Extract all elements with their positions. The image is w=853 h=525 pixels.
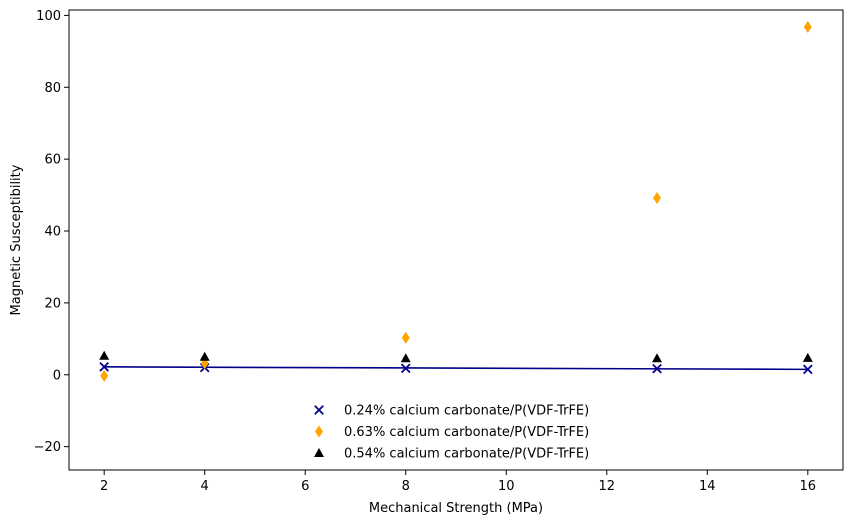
data-point [802, 352, 813, 362]
marker-stroke [400, 363, 411, 374]
data-point [653, 191, 662, 204]
x-tick-label: 2 [100, 479, 108, 494]
marker-stroke [802, 364, 813, 375]
data-point [100, 369, 109, 382]
x-tick-label: 16 [800, 479, 817, 494]
y-axis-label: Magnetic Susceptibility [9, 164, 24, 315]
y-tick-label: 100 [36, 9, 61, 24]
x-tick-label: 12 [599, 479, 616, 494]
x-tick-label: 4 [201, 479, 209, 494]
legend: 0.24% calcium carbonate/P(VDF-TrFE) 0.63%… [314, 404, 589, 462]
legend-label: 0.63% calcium carbonate/P(VDF-TrFE) [344, 425, 589, 440]
series-3 [99, 350, 813, 363]
data-point [400, 353, 411, 363]
legend-entry: 0.54% calcium carbonate/P(VDF-TrFE) [314, 447, 589, 462]
data-point [99, 362, 110, 372]
legend-label: 0.54% calcium carbonate/P(VDF-TrFE) [344, 447, 589, 462]
data-point [99, 350, 110, 360]
legend-entry: 0.63% calcium carbonate/P(VDF-TrFE) [315, 425, 589, 440]
data-point [400, 363, 411, 374]
data-point [401, 331, 410, 344]
marker-stroke [314, 405, 324, 415]
legend-marker [315, 425, 323, 438]
legend-marker [314, 405, 324, 415]
axes-frame [68, 9, 844, 471]
x-tick-label: 10 [498, 479, 515, 494]
data-point [803, 20, 812, 33]
data-point [652, 353, 663, 363]
y-tick-label: 0 [53, 368, 61, 383]
series-2 [100, 20, 812, 382]
y-tick-label: 60 [44, 153, 61, 168]
x-tick-label: 6 [301, 479, 309, 494]
plot-area [99, 20, 813, 382]
y-tick-label: 40 [44, 225, 61, 240]
x-tick-label: 14 [699, 479, 716, 494]
data-point [802, 364, 813, 375]
x-axis-label: Mechanical Strength (MPa) [369, 501, 543, 516]
y-tick-label: 20 [44, 296, 61, 311]
legend-marker [314, 448, 324, 457]
data-point [199, 351, 210, 361]
data-point [652, 363, 662, 374]
y-tick-label: 80 [44, 81, 61, 96]
legend-label: 0.24% calcium carbonate/P(VDF-TrFE) [344, 404, 589, 419]
axes: 2 4 6 8 10 12 14 16 −20 0 20 40 60 80 100 [34, 9, 844, 494]
legend-entry: 0.24% calcium carbonate/P(VDF-TrFE) [314, 404, 589, 419]
trend-line [104, 366, 808, 371]
marker-stroke [652, 363, 662, 374]
y-tick-label: −20 [34, 440, 61, 455]
marker-stroke [99, 362, 110, 372]
x-tick-label: 8 [402, 479, 410, 494]
